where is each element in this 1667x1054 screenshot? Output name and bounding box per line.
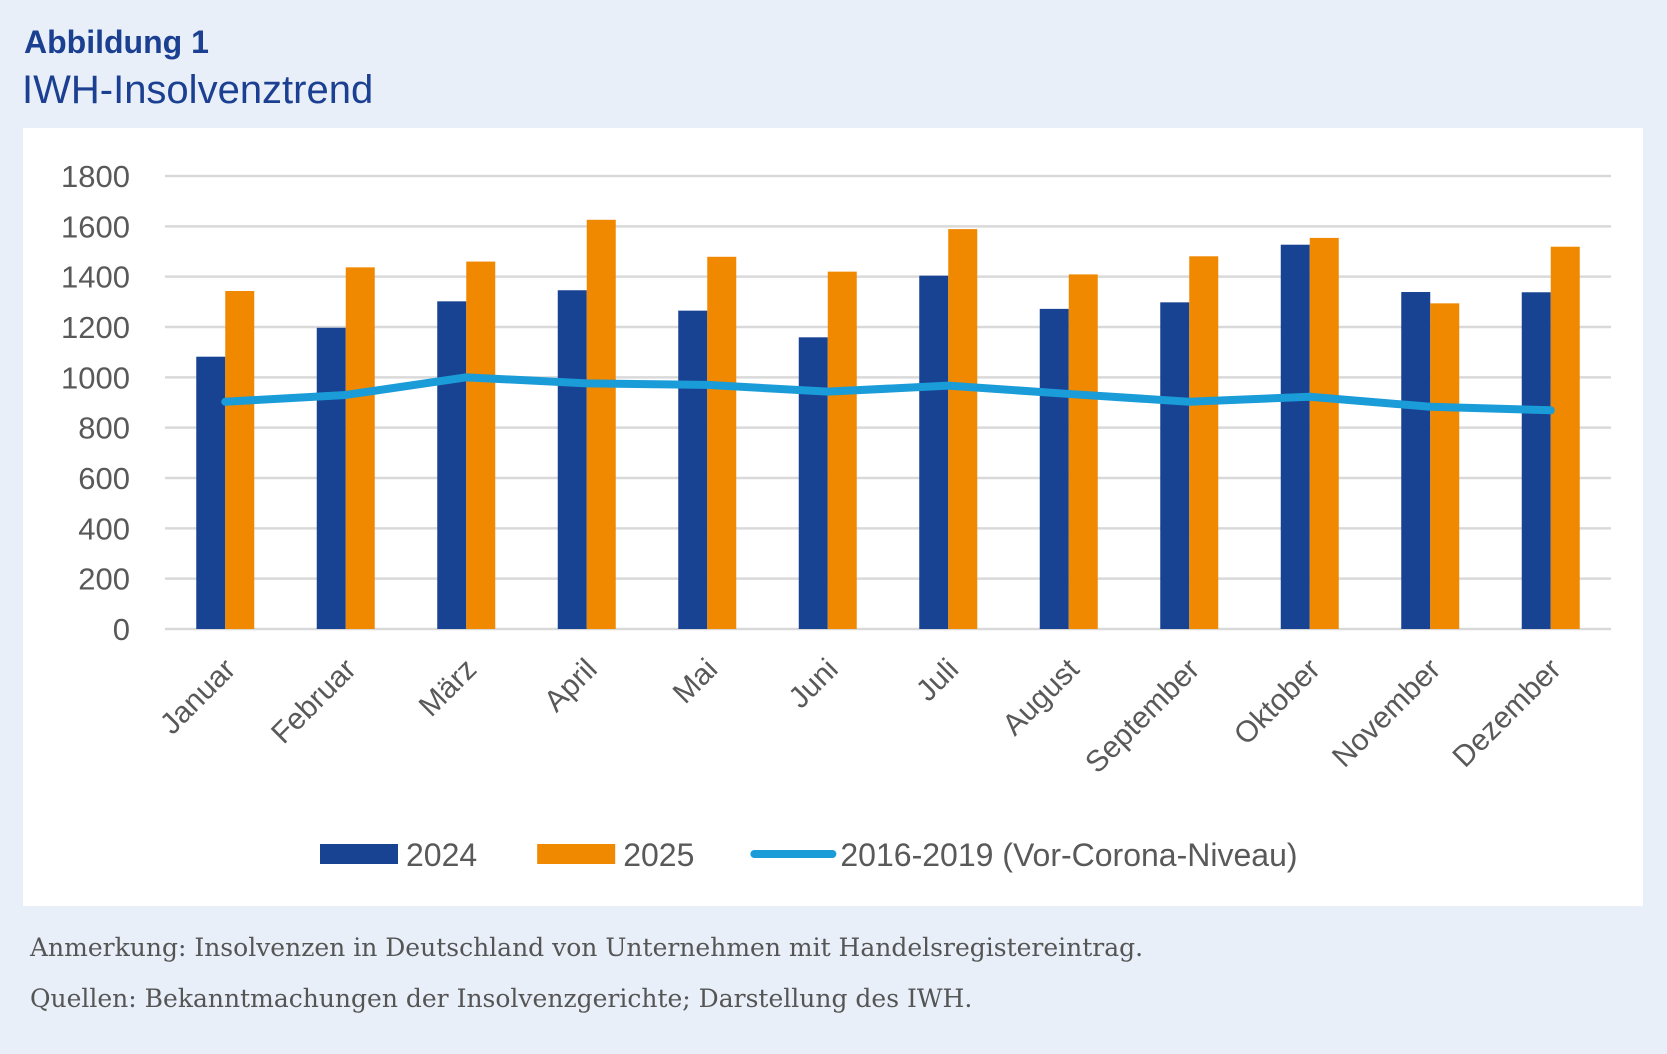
x-tick-label: November [1326,653,1447,774]
y-tick-label: 1200 [61,310,130,345]
x-tick-label: Juli [910,653,965,708]
bar-2024 [437,301,467,629]
chart-title: IWH-Insolvenztrend [22,68,374,112]
bar-2024 [1039,308,1069,629]
bar-2025 [345,267,375,629]
bar-2024 [798,337,828,629]
x-tick-label: Juni [782,653,844,715]
bar-2024 [678,310,708,629]
x-tick-label: April [538,653,604,719]
bar-2025 [586,219,616,630]
y-tick-label: 800 [78,411,130,446]
bar-2024 [1521,292,1551,629]
x-tick-label: März [413,653,483,723]
bar-2024 [557,290,587,629]
note-remark: Anmerkung: Insolvenzen in Deutschland vo… [30,933,1144,962]
bar-2024 [1280,244,1310,629]
y-tick-label: 600 [78,461,130,496]
bar-2024 [1401,292,1431,629]
bar-2024 [196,356,226,629]
bar-2025 [1068,274,1098,629]
bar-2025 [1189,256,1219,629]
y-tick-label: 200 [78,562,130,597]
x-tick-label: Oktober [1228,653,1327,752]
bar-2025 [827,271,857,629]
x-tick-label: Februar [265,653,363,751]
bar-2024 [1160,302,1190,629]
bar-2025 [948,229,978,629]
legend-label: 2024 [406,837,477,873]
figure-label: Abbildung 1 [24,24,209,60]
bar-2025 [1309,237,1339,629]
legend-label: 2025 [623,837,694,873]
x-tick-label: Mai [667,653,725,711]
y-tick-label: 1600 [61,209,130,244]
x-tick-label: Dezember [1447,653,1568,774]
legend-swatch-2025 [537,844,616,864]
note-source: Quellen: Bekanntmachungen der Insolvenzg… [30,984,973,1013]
y-tick-label: 1400 [61,260,130,295]
bar-2025 [1550,246,1580,630]
bar-2025 [1430,303,1460,629]
bar-2025 [225,291,255,629]
bar-2025 [466,261,496,629]
legend-swatch-2024 [320,844,398,864]
y-tick-label: 1000 [61,360,130,395]
y-tick-label: 1800 [61,159,130,194]
line-series [221,373,1555,415]
y-tick-label: 0 [113,612,130,647]
x-tick-label: September [1079,653,1206,780]
y-tick-label: 400 [78,511,130,546]
bar-2025 [707,256,737,629]
bar-2024 [919,275,949,629]
x-tick-label: August [996,652,1086,742]
legend-label: 2016-2019 (Vor-Corona-Niveau) [840,837,1297,873]
bar-2024 [316,327,346,629]
x-tick-label: Januar [154,653,242,741]
